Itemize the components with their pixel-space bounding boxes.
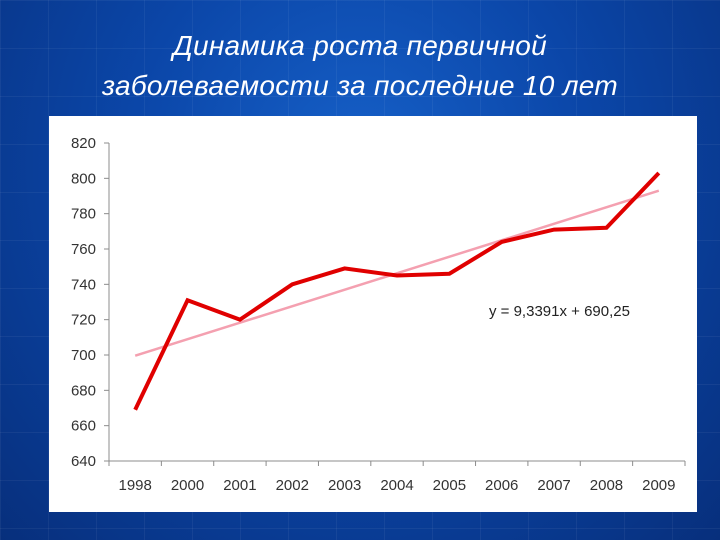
- x-tick-label: 2002: [276, 477, 309, 494]
- x-tick-label: 2001: [223, 477, 256, 494]
- x-tick-label: 2000: [171, 477, 204, 494]
- line-chart: 640 660 680 700 720 740 760 780 800 820 1998 2000 2…: [71, 135, 686, 494]
- x-tick-label: 2009: [642, 477, 675, 494]
- x-tick-label: 2008: [590, 477, 623, 494]
- x-tick-label: 2003: [328, 477, 361, 494]
- y-tick-label: 660: [71, 418, 96, 435]
- slide-title-line-2: заболеваемости за последние 10 лет: [101, 70, 618, 101]
- x-tick-label: 2004: [380, 477, 413, 494]
- y-axis-ticks: 640 660 680 700 720 740 760 780 800 820: [71, 135, 109, 470]
- slide-title-line-1: Динамика роста первичной: [172, 30, 548, 61]
- series-line: [133, 171, 661, 411]
- y-tick-label: 740: [71, 276, 96, 293]
- slide-title: Динамика роста первичной заболеваемости …: [0, 26, 720, 106]
- y-tick-label: 820: [71, 135, 96, 152]
- y-tick-label: 720: [71, 312, 96, 329]
- y-tick-label: 780: [71, 206, 96, 223]
- x-axis-ticks: 1998 2000 2001 2002 2003 2004 2005 2006 2007 2008…: [108, 461, 686, 494]
- y-tick-label: 800: [71, 170, 96, 187]
- y-tick-label: 760: [71, 241, 96, 258]
- y-tick-label: 640: [71, 453, 96, 470]
- chart-panel: 640 660 680 700 720 740 760 780 800 820 1998 2000 2…: [49, 116, 697, 512]
- x-tick-label: 2006: [485, 477, 518, 494]
- y-tick-label: 700: [71, 347, 96, 364]
- trendline-equation: y = 9,3391x + 690,25: [489, 303, 630, 320]
- x-tick-label: 2007: [537, 477, 570, 494]
- x-tick-label: 1998: [118, 477, 151, 494]
- y-tick-label: 680: [71, 382, 96, 399]
- x-tick-label: 2005: [433, 477, 466, 494]
- trendline: [134, 189, 660, 357]
